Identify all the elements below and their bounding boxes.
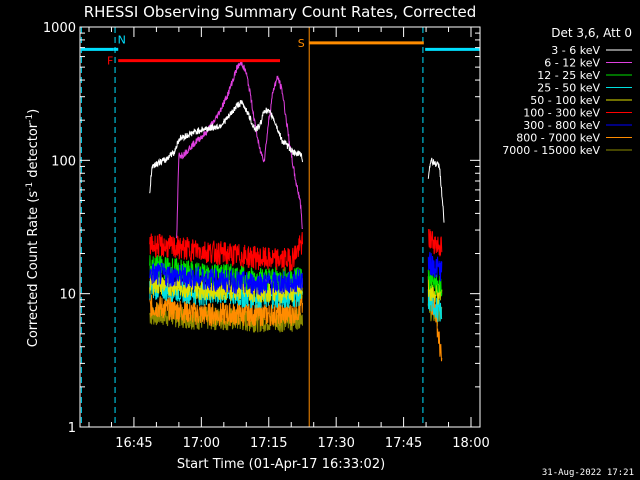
legend-header: Det 3,6, Att 0 (551, 26, 632, 40)
series-line-6-b (427, 251, 443, 282)
y-axis-label-end: ) (26, 109, 41, 114)
y-axis-label-mid: detector (26, 122, 41, 182)
legend-entry-label-5: 100 - 300 keV (523, 107, 600, 120)
series-line-4-b (427, 276, 443, 305)
timestamp: 31-Aug-2022 17:21 (542, 468, 634, 478)
legend-entry-label-6: 300 - 800 keV (523, 119, 600, 132)
y-tick-label-3: 1000 (43, 21, 76, 36)
y-axis-label-main: Corrected Count Rate (s (26, 191, 41, 348)
x-tick-label-0: 16:45 (115, 436, 152, 451)
legend-entry-label-3: 25 - 50 keV (537, 82, 600, 95)
series-line-2-b (427, 269, 443, 297)
y-tick-label-0: 1 (68, 421, 76, 436)
axes-frame (79, 26, 481, 428)
axes: 1 10 100 1000 16:45 17:00 17:15 17:30 17:45 18:00 (43, 21, 490, 451)
x-tick-label-5: 18:00 (452, 436, 489, 451)
state-bar-label-3: S (298, 37, 305, 50)
x-tick-label-4: 17:45 (385, 436, 422, 451)
legend-entry-label-7: 800 - 7000 keV (516, 132, 600, 145)
legend-entry-label-0: 3 - 6 keV (551, 44, 600, 57)
x-tick-label-3: 17:30 (317, 436, 354, 451)
series-line-6-a (149, 262, 303, 297)
x-tick-label-1: 17:00 (183, 436, 220, 451)
y-axis-label-exp2: -1 (25, 114, 35, 123)
legend-entry-label-1: 6 - 12 keV (544, 57, 600, 70)
series-line-3-b (427, 289, 443, 322)
state-bar-label-2: F (107, 55, 113, 68)
x-axis-label: Start Time (01-Apr-17 16:33:02) (177, 457, 385, 472)
y-axis-label-exp1: -1 (25, 182, 35, 191)
series-line-1-a (176, 60, 303, 239)
legend-entry-label-2: 12 - 25 keV (537, 69, 600, 82)
plot-area: NF S (80, 27, 480, 427)
series-line-0-a (149, 100, 303, 194)
series-line-5-b (427, 229, 443, 257)
series-line-0-b (427, 157, 445, 223)
chart-title: RHESSI Observing Summary Count Rates, Co… (84, 3, 477, 21)
y-tick-label-1: 10 (59, 288, 76, 303)
x-tick-label-2: 17:15 (250, 436, 287, 451)
legend-entry-label-4: 50 - 100 keV (530, 94, 600, 107)
legend-entry-label-8: 7000 - 15000 keV (502, 144, 600, 157)
y-axis-label: Corrected Count Rate (s-1 detector-1) (25, 109, 41, 347)
state-bar-label-1: N (118, 33, 126, 46)
series-line-5-a (149, 232, 303, 272)
y-tick-label-2: 100 (51, 154, 76, 169)
plot-content (80, 27, 445, 427)
series-line-7-a (149, 294, 303, 327)
